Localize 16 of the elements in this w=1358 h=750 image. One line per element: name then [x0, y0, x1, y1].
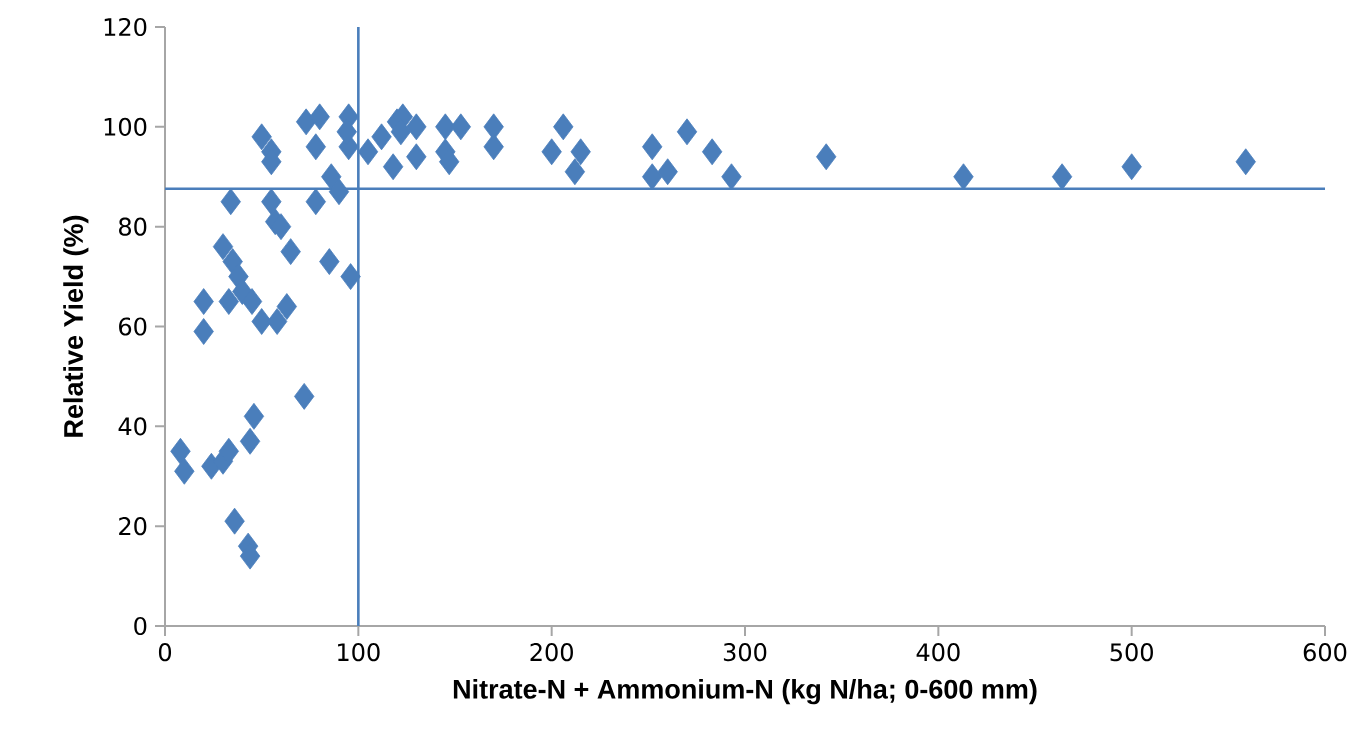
x-tick-label: 400 [916, 643, 960, 662]
y-tick-label: 0 [134, 616, 147, 636]
y-tick-label: 40 [118, 417, 147, 436]
y-tick-label: 100 [104, 117, 147, 136]
y-tick-label: 80 [119, 217, 147, 236]
x-tick-label: 300 [723, 643, 767, 662]
y-tick-label: 60 [119, 317, 147, 336]
x-tick-label: 500 [1110, 643, 1153, 662]
y-tick-label: 20 [119, 517, 147, 536]
y-axis-title: Relative Yield (%) [63, 215, 89, 437]
x-tick-label: 200 [530, 643, 573, 662]
x-tick-label: 100 [338, 643, 380, 662]
x-axis-title: Nitrate-N + Ammonium-N (kg N/ha; 0-600 mm) [453, 678, 1037, 705]
x-tick-label: 0 [158, 643, 172, 662]
y-tick-label: 120 [104, 17, 147, 37]
x-tick-label: 600 [1303, 643, 1347, 662]
